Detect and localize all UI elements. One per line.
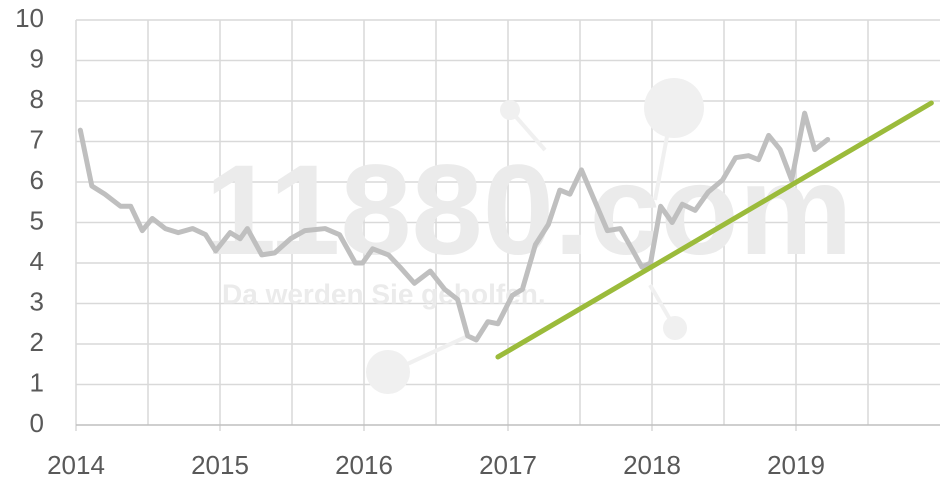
x-tick-label: 2019: [767, 450, 825, 480]
y-tick-label: 7: [30, 124, 44, 154]
y-tick-label: 1: [30, 367, 44, 397]
x-tick-label: 2016: [335, 450, 393, 480]
y-tick-label: 10: [15, 3, 44, 33]
y-tick-label: 8: [30, 84, 44, 114]
y-tick-label: 0: [30, 408, 44, 438]
grid: [75, 19, 940, 431]
watermark-deco: [663, 316, 687, 340]
series-line: [495, 100, 934, 360]
watermark-slogan: Da werden Sie geholfen.: [222, 278, 546, 309]
y-tick-label: 2: [30, 327, 44, 357]
watermark: 11880.com Da werden Sie geholfen.: [205, 78, 853, 394]
x-tick-label: 2014: [47, 450, 105, 480]
x-tick-label: 2018: [623, 450, 681, 480]
x-tick-label: 2017: [479, 450, 537, 480]
watermark-deco: [366, 350, 410, 394]
y-tick-label: 4: [30, 246, 44, 276]
x-tick-label: 2015: [191, 450, 249, 480]
y-tick-label: 9: [30, 43, 44, 73]
watermark-deco: [500, 100, 520, 120]
watermark-deco: [644, 78, 704, 138]
y-tick-label: 5: [30, 205, 44, 235]
y-tick-label: 6: [30, 165, 44, 195]
y-tick-label: 3: [30, 286, 44, 316]
series-line: [77, 110, 831, 343]
